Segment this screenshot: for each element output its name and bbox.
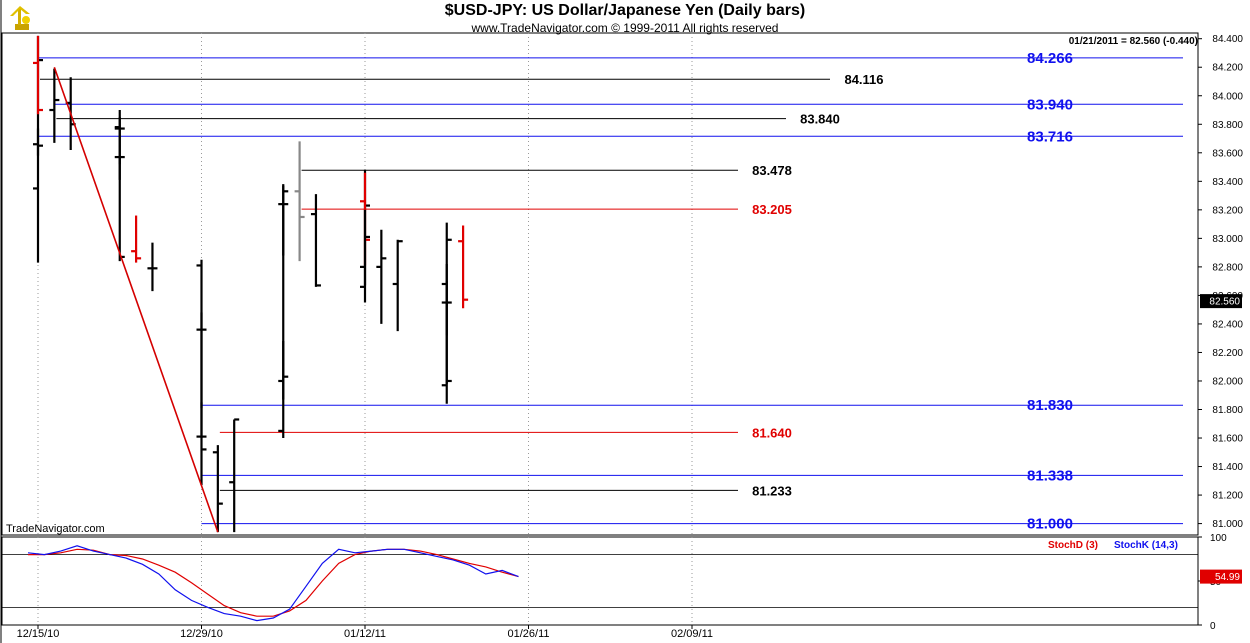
watermark: TradeNavigator.com <box>6 523 105 535</box>
y-tick-label: 83.000 <box>1212 234 1243 245</box>
stoch-last-value-label: 54.99 <box>1215 572 1240 583</box>
last-price-flag-label: 82.560 <box>1209 297 1240 308</box>
level-label: 84.116 <box>844 72 883 87</box>
y-tick-label: 81.800 <box>1212 405 1243 416</box>
ohlc-bar <box>212 445 223 533</box>
ohlc-bar <box>147 242 158 292</box>
level-label: 83.716 <box>1027 128 1073 145</box>
ohlc-bar <box>360 209 370 303</box>
level-label: 83.205 <box>752 202 792 217</box>
level-label: 81.000 <box>1027 516 1073 533</box>
level-label: 81.640 <box>752 425 792 440</box>
stoch-series-line <box>27 545 519 622</box>
y-tick-label: 83.200 <box>1212 205 1243 216</box>
level-label: 81.830 <box>1027 397 1073 414</box>
y-tick-label: 83.600 <box>1212 148 1243 159</box>
stochastic-panel-frame <box>1 536 1199 626</box>
y-tick-label: 81.400 <box>1212 462 1243 473</box>
y-tick-label: 84.000 <box>1212 91 1243 102</box>
y-tick-label: 82.200 <box>1212 348 1243 359</box>
y-tick-label: 81.000 <box>1212 519 1243 530</box>
ohlc-bar <box>441 222 452 387</box>
level-label: 83.478 <box>752 163 792 178</box>
legend-stochd: StochD (3) <box>1048 540 1098 551</box>
stoch-series-line <box>28 548 519 617</box>
chart-subtitle: www.TradeNavigator.com © 1999-2011 All r… <box>471 21 779 35</box>
ohlc-bar <box>49 68 60 143</box>
legend-stochk: StochK (14,3) <box>1114 540 1178 551</box>
x-tick-label: 01/12/11 <box>344 628 386 640</box>
y-tick-label: 83.800 <box>1212 120 1243 131</box>
ohlc-bar <box>131 215 142 263</box>
ohlc-bar <box>310 194 321 287</box>
x-tick-label: 12/15/10 <box>17 628 60 640</box>
chart-title: $USD-JPY: US Dollar/Japanese Yen (Daily … <box>444 2 806 19</box>
last-price-flag <box>1200 294 1242 309</box>
y-tick-label: 82.400 <box>1212 319 1243 330</box>
ohlc-bar <box>196 402 207 486</box>
ohlc-bar <box>392 239 403 332</box>
x-tick-label: 01/26/11 <box>507 628 549 640</box>
y-tick-label: 84.400 <box>1212 34 1243 45</box>
level-label: 83.940 <box>1027 96 1073 113</box>
trade-navigator-logo-icon <box>10 6 30 30</box>
trendline <box>53 66 219 533</box>
x-tick-label: 12/29/10 <box>180 628 223 640</box>
level-label: 81.233 <box>752 483 792 498</box>
y-tick-label: 81.600 <box>1212 434 1243 445</box>
level-label: 84.266 <box>1027 50 1073 67</box>
price-panel-frame <box>1 32 1199 536</box>
y-tick-label: 81.200 <box>1212 491 1243 502</box>
level-label: 81.338 <box>1027 467 1073 484</box>
last-price-readout: 01/21/2011 = 82.560 (-0.440) <box>1068 36 1198 47</box>
y-tick-label: 84.200 <box>1212 63 1243 74</box>
y-tick-label: 82.000 <box>1212 376 1243 387</box>
ohlc-bar <box>229 418 240 533</box>
y-tick-label: 83.400 <box>1212 177 1243 188</box>
y-tick-label: 82.800 <box>1212 262 1243 273</box>
x-tick-label: 02/09/11 <box>671 628 713 640</box>
level-label: 83.840 <box>800 112 840 127</box>
stoch-last-value-flag <box>1200 569 1242 584</box>
ohlc-bar <box>376 229 387 324</box>
ohlc-bar <box>33 35 43 115</box>
ohlc-bar <box>458 225 469 309</box>
ohlc-bar <box>294 141 305 262</box>
ohlc-bar <box>278 184 289 256</box>
stoch-y-tick-label: 0 <box>1210 621 1216 632</box>
stoch-y-tick-label: 100 <box>1210 533 1227 544</box>
